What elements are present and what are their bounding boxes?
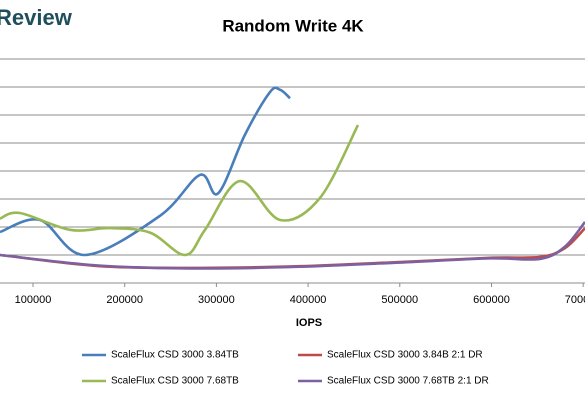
logo: Review: [0, 5, 73, 30]
x-tick-label: 100000: [15, 294, 52, 306]
x-tick-label: 700000: [565, 294, 585, 306]
legend-label: ScaleFlux CSD 3000 3.84B 2:1 DR: [327, 350, 483, 361]
x-tick-label: 400000: [290, 294, 327, 306]
x-tick-label: 300000: [198, 294, 235, 306]
x-tick-label: 200000: [106, 294, 143, 306]
x-tick-label: 500000: [381, 294, 418, 306]
series-line: [0, 124, 360, 257]
series-line: [0, 221, 585, 270]
x-tick-label: 600000: [473, 294, 510, 306]
chart-title: Random Write 4K: [222, 16, 364, 35]
legend-label: ScaleFlux CSD 3000 7.68TB 2:1 DR: [327, 376, 489, 387]
series-line: [0, 86, 291, 257]
series-line: [0, 227, 585, 270]
legend-label: ScaleFlux CSD 3000 3.84TB: [111, 350, 239, 361]
legend-label: ScaleFlux CSD 3000 7.68TB: [111, 376, 239, 387]
x-axis-label: IOPS: [296, 317, 322, 329]
